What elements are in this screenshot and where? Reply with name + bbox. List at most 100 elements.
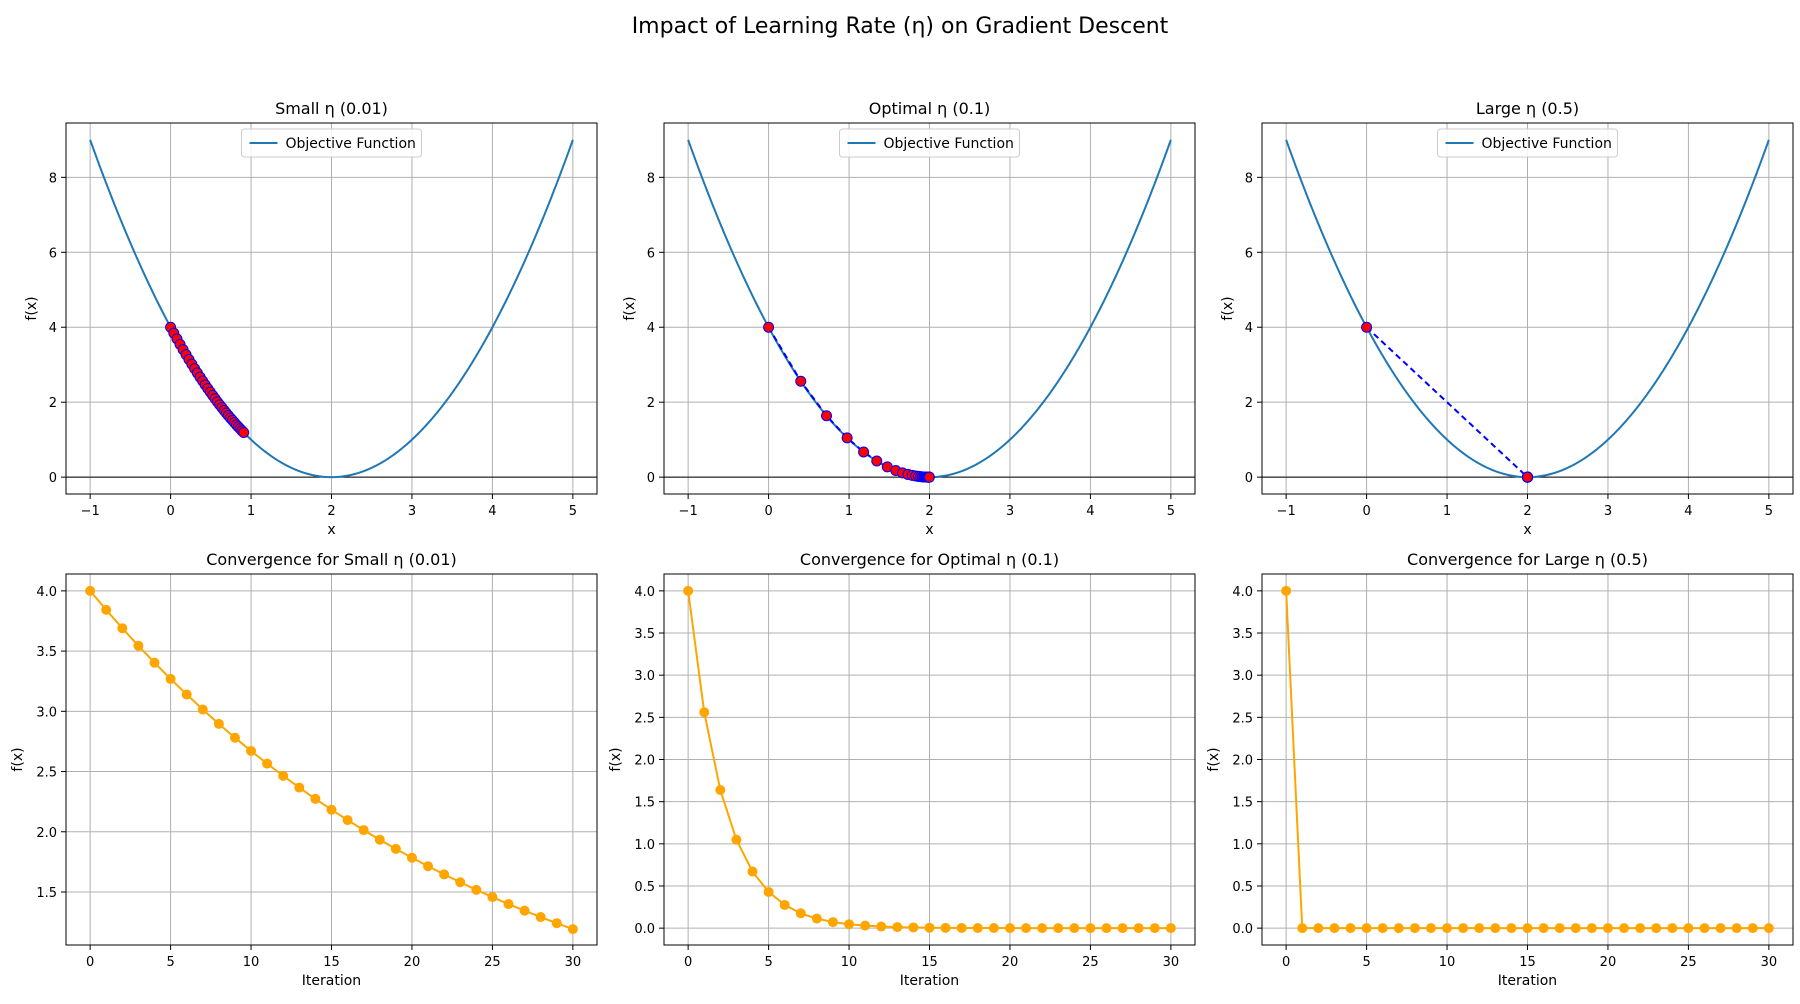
subplot-3: Objective Function −1 0 1 2 3 4 5 0 2 4 6 8 Large η (… xyxy=(1220,99,1794,538)
convergence-point xyxy=(165,673,176,684)
y-tick-label: 0 xyxy=(49,471,57,486)
convergence-point xyxy=(1490,923,1501,934)
subplot-6: 0 5 10 15 20 25 30 0.0 0.5 1.0 1.5 2.0 2.5 3.0 3.5 4.0 C… xyxy=(1206,550,1794,989)
convergence-point xyxy=(763,886,774,897)
y-tick-label: 3.5 xyxy=(1232,627,1253,642)
x-tick-label: 10 xyxy=(243,955,260,970)
convergence-point xyxy=(1651,923,1662,934)
x-tick-label: 15 xyxy=(1519,955,1536,970)
convergence-point xyxy=(1281,585,1292,596)
y-tick-label: 0.5 xyxy=(634,880,655,895)
convergence-point xyxy=(406,852,417,863)
x-tick-label: 10 xyxy=(1439,955,1456,970)
convergence-point xyxy=(1085,923,1096,934)
y-tick-label: 4 xyxy=(1245,321,1253,336)
convergence-point xyxy=(342,815,353,826)
x-tick-label: 10 xyxy=(841,955,858,970)
y-tick-label: 3.0 xyxy=(36,705,57,720)
subplot-2: Objective Function −1 0 1 2 3 4 5 0 2 4 6 8 Optimal η… xyxy=(622,99,1196,538)
y-tick-label: 1.0 xyxy=(634,838,655,853)
y-axis-label: f(x) xyxy=(24,296,40,320)
convergence-point xyxy=(1377,923,1388,934)
convergence-point xyxy=(181,689,192,700)
subplot-title: Small η (0.01) xyxy=(275,99,388,118)
convergence-point xyxy=(1747,923,1758,934)
descent-path-point xyxy=(821,410,833,422)
convergence-point xyxy=(811,913,822,924)
y-tick-label: 3.5 xyxy=(634,627,655,642)
convergence-point xyxy=(795,908,806,919)
x-tick-label: 3 xyxy=(1604,504,1612,519)
y-tick-label: 0.0 xyxy=(634,922,655,937)
x-tick-label: 20 xyxy=(1600,955,1617,970)
y-tick-label: 0.0 xyxy=(1232,922,1253,937)
y-tick-label: 0.5 xyxy=(1232,880,1253,895)
legend: Objective Function xyxy=(839,128,1020,158)
y-tick-label: 4.0 xyxy=(36,585,57,600)
descent-path-point xyxy=(841,432,853,444)
convergence-point xyxy=(503,899,514,910)
y-tick-label: 2.0 xyxy=(634,754,655,769)
convergence-point xyxy=(229,732,240,743)
x-tick-label: 3 xyxy=(408,504,416,519)
convergence-point xyxy=(1037,923,1048,934)
x-tick-label: 1 xyxy=(845,504,853,519)
legend: Objective Function xyxy=(241,128,422,158)
descent-path-point xyxy=(923,471,935,483)
x-tick-label: 0 xyxy=(1362,504,1370,519)
y-axis-label: f(x) xyxy=(1206,747,1222,771)
x-tick-label: 4 xyxy=(1684,504,1692,519)
convergence-point xyxy=(1635,923,1646,934)
x-tick-label: 4 xyxy=(1086,504,1094,519)
x-tick-label: 1 xyxy=(1443,504,1451,519)
convergence-point xyxy=(1442,923,1453,934)
convergence-point xyxy=(1538,923,1549,934)
convergence-point xyxy=(149,657,160,668)
y-tick-label: 2.0 xyxy=(36,826,57,841)
x-tick-label: 2 xyxy=(327,504,335,519)
convergence-point xyxy=(747,866,758,877)
x-tick-label: 3 xyxy=(1006,504,1014,519)
convergence-point xyxy=(1165,923,1176,934)
descent-path-point xyxy=(1361,321,1373,333)
convergence-point xyxy=(519,905,530,916)
subplot-title: Convergence for Large η (0.5) xyxy=(1407,550,1648,569)
convergence-point xyxy=(1554,923,1565,934)
convergence-point xyxy=(1361,923,1372,934)
convergence-point xyxy=(85,585,96,596)
convergence-point xyxy=(487,892,498,903)
x-tick-label: −1 xyxy=(1277,504,1296,519)
convergence-point xyxy=(1667,923,1678,934)
y-tick-label: 2 xyxy=(1245,396,1253,411)
convergence-point xyxy=(1602,923,1613,934)
legend-label: Objective Function xyxy=(884,136,1014,152)
convergence-point xyxy=(1731,923,1742,934)
y-tick-label: 8 xyxy=(1245,171,1253,186)
y-axis-label: f(x) xyxy=(1220,296,1236,320)
subplot-title: Optimal η (0.1) xyxy=(869,99,991,118)
x-tick-label: 30 xyxy=(1761,955,1778,970)
convergence-point xyxy=(1133,923,1144,934)
convergence-point xyxy=(1345,923,1356,934)
x-axis-label: Iteration xyxy=(900,973,959,989)
convergence-point xyxy=(1393,923,1404,934)
x-tick-label: 5 xyxy=(1765,504,1773,519)
convergence-point xyxy=(1522,923,1533,934)
convergence-point xyxy=(876,921,887,932)
convergence-point xyxy=(133,640,144,651)
convergence-point xyxy=(860,920,871,931)
y-tick-label: 2.5 xyxy=(36,766,57,781)
x-tick-label: 30 xyxy=(565,955,582,970)
plot-area xyxy=(683,585,1176,934)
plot-area xyxy=(1262,139,1793,483)
descent-path-point xyxy=(795,375,807,387)
x-tick-label: 5 xyxy=(166,955,174,970)
x-tick-label: 5 xyxy=(1362,955,1370,970)
x-axis-label: Iteration xyxy=(1498,973,1557,989)
convergence-point xyxy=(1715,923,1726,934)
x-axis-label: Iteration xyxy=(302,973,361,989)
y-tick-label: 4.0 xyxy=(634,585,655,600)
convergence-point xyxy=(455,877,466,888)
x-tick-label: −1 xyxy=(679,504,698,519)
